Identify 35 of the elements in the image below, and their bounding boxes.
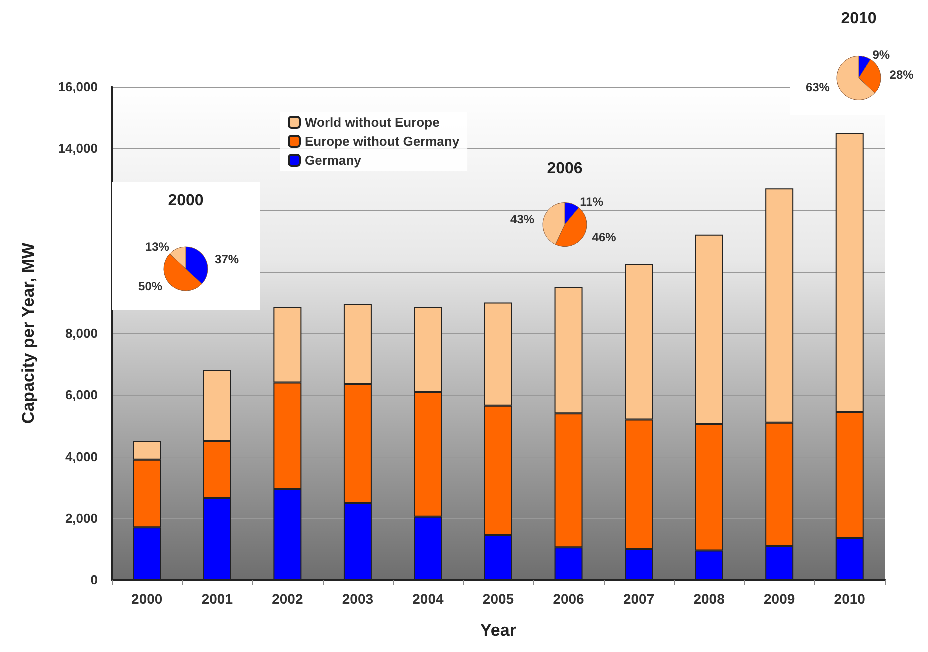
- chart-title: 2000: [168, 192, 204, 210]
- x-tick-label: 2003: [342, 591, 374, 607]
- chart-title: 2006: [547, 160, 583, 178]
- x-tick-label: 2009: [764, 591, 796, 607]
- x-tick-label: 2002: [272, 591, 304, 607]
- y-tick-label: 2,000: [65, 510, 98, 526]
- chart-title: 2010: [841, 10, 877, 28]
- data-label: 13%: [145, 240, 170, 254]
- legend-label: Europe without Germany: [305, 134, 460, 149]
- x-axis-title: Year: [480, 621, 517, 640]
- data-label: 43%: [510, 212, 535, 227]
- y-tick-label: 4,000: [65, 449, 98, 464]
- data-label: 28%: [890, 68, 914, 82]
- y-tick-label: 8,000: [65, 326, 98, 341]
- x-tick-label: 2010: [834, 591, 866, 607]
- data-label: 50%: [138, 280, 163, 294]
- y-axis-title: Capacity per Year, MW: [19, 242, 38, 424]
- y-tick-label: 0: [90, 572, 98, 588]
- x-tick-label: 2006: [553, 591, 585, 607]
- data-label: 37%: [215, 252, 240, 267]
- y-tick-label: 6,000: [65, 388, 98, 403]
- x-tick-label: 2004: [412, 591, 444, 607]
- x-tick-label: 2005: [482, 591, 514, 607]
- x-tick-label: 2008: [694, 591, 726, 607]
- data-label: 9%: [872, 48, 890, 62]
- x-tick-label: 2000: [132, 591, 163, 607]
- data-label: 11%: [580, 195, 604, 210]
- x-tick-label: 2001: [202, 591, 234, 607]
- data-label: 46%: [592, 230, 617, 245]
- legend-label: World without Europe: [305, 115, 440, 130]
- data-label: 63%: [806, 80, 830, 95]
- legend-label: Germany: [305, 153, 362, 168]
- y-tick-label: 16,000: [58, 80, 98, 94]
- y-tick-label: 14,000: [58, 141, 98, 156]
- x-tick-label: 2007: [623, 591, 655, 607]
